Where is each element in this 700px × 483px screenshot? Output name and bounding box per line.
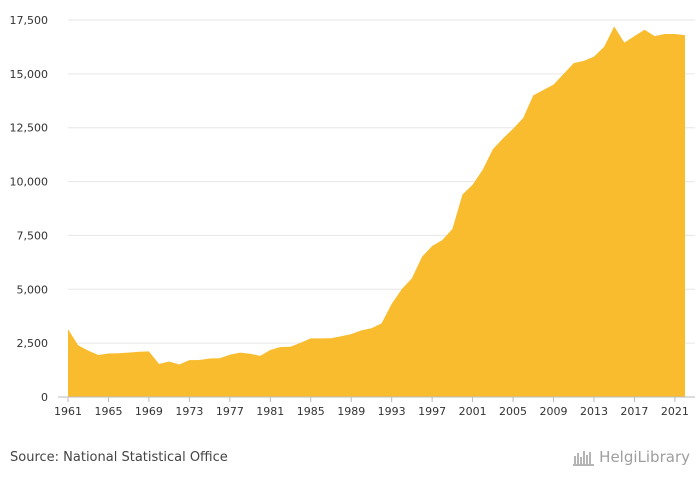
x-tick-label: 2005 [499, 405, 527, 418]
y-tick-label: 17,500 [10, 14, 49, 27]
area-chart: 0 2,500 5,000 7,500 10,000 12,500 15,000 17,500… [10, 14, 695, 418]
x-tick-label: 1977 [216, 405, 244, 418]
grid-lines [68, 19, 695, 344]
x-tick-label: 1969 [135, 405, 163, 418]
y-tick-label: 5,000 [17, 283, 49, 296]
x-tick-label: 1961 [54, 405, 82, 418]
axes [58, 396, 695, 402]
library-logo-icon [573, 451, 595, 466]
x-tick-label: 2021 [661, 405, 689, 418]
x-tick-label: 2009 [540, 405, 568, 418]
x-axis-tick-labels: 1961 1965 1969 1973 1977 1981 1985 1989 1993 1997… [54, 405, 689, 418]
y-tick-label: 7,500 [17, 229, 49, 242]
x-tick-label: 1985 [297, 405, 325, 418]
area-series [68, 26, 685, 398]
y-tick-label: 0 [41, 391, 48, 404]
area-fill [68, 26, 685, 398]
x-tick-label: 1997 [418, 405, 446, 418]
brand-name: HelgiLibrary [599, 448, 690, 466]
y-tick-label: 2,500 [17, 337, 49, 350]
source-note: Source: National Statistical Office [10, 450, 228, 465]
y-tick-label: 15,000 [10, 68, 49, 81]
x-tick-label: 1993 [378, 405, 406, 418]
y-tick-label: 10,000 [10, 176, 49, 189]
x-tick-label: 1973 [175, 405, 203, 418]
x-tick-label: 1981 [256, 405, 284, 418]
y-tick-label: 12,500 [10, 122, 49, 135]
brand-logo: HelgiLibrary [573, 448, 690, 466]
x-tick-label: 1989 [337, 405, 365, 418]
x-tick-label: 1965 [94, 405, 122, 418]
x-tick-label: 2017 [620, 405, 648, 418]
x-tick-label: 2001 [459, 405, 487, 418]
y-axis-tick-labels: 0 2,500 5,000 7,500 10,000 12,500 15,000 17,500 [10, 14, 49, 404]
x-tick-label: 2013 [580, 405, 608, 418]
